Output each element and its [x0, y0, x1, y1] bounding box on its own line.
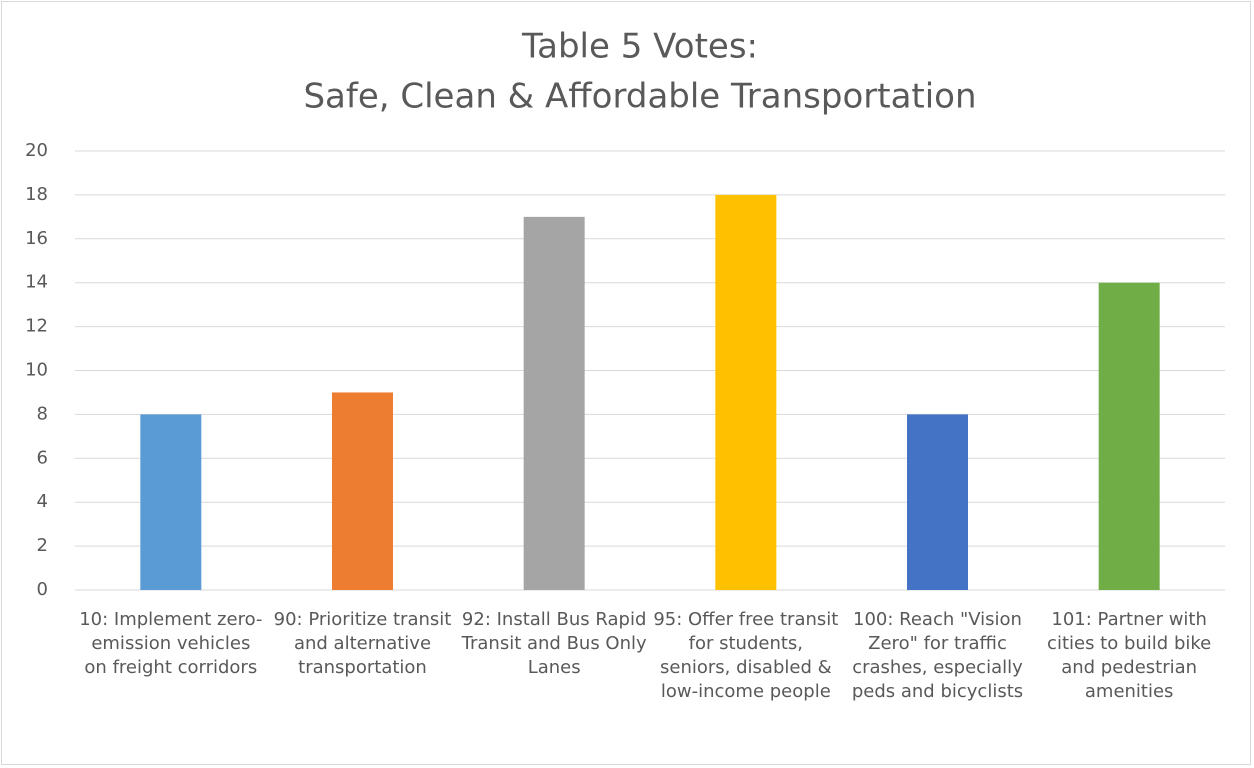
y-tick-label: 0 — [37, 579, 48, 600]
x-tick-label: 90: Prioritize transit and alternative t… — [273, 609, 452, 678]
chart-title: Table 5 Votes: — [521, 27, 758, 67]
bar — [523, 216, 585, 590]
x-tick-label: 95: Offer free transit for students, sen… — [653, 609, 839, 702]
bar — [140, 414, 202, 590]
x-tick-label: 10: Implement zero-emission vehicles on … — [79, 609, 263, 678]
y-tick-label: 18 — [25, 184, 48, 205]
y-tick-label: 4 — [37, 491, 48, 512]
y-tick-label: 8 — [37, 403, 48, 424]
x-tick-label: 100: Reach "Vision Zero" for traffic cra… — [851, 609, 1024, 702]
y-tick-label: 14 — [25, 272, 48, 293]
y-tick-label: 16 — [25, 228, 48, 249]
y-tick-label: 20 — [25, 140, 48, 161]
bar — [1098, 282, 1160, 590]
bar — [332, 392, 393, 590]
x-tick-label: 92: Install Bus Rapid Transit and Bus On… — [461, 609, 647, 678]
y-tick-label: 6 — [37, 447, 48, 468]
x-tick-label: 101: Partner with cities to build bike a… — [1047, 609, 1212, 702]
y-tick-label: 2 — [37, 535, 48, 556]
chart-subtitle: Safe, Clean & Affordable Transportation — [303, 77, 976, 117]
bar — [715, 194, 777, 590]
bar — [907, 414, 968, 590]
y-tick-label: 10 — [25, 360, 48, 381]
y-tick-label: 12 — [25, 316, 48, 337]
